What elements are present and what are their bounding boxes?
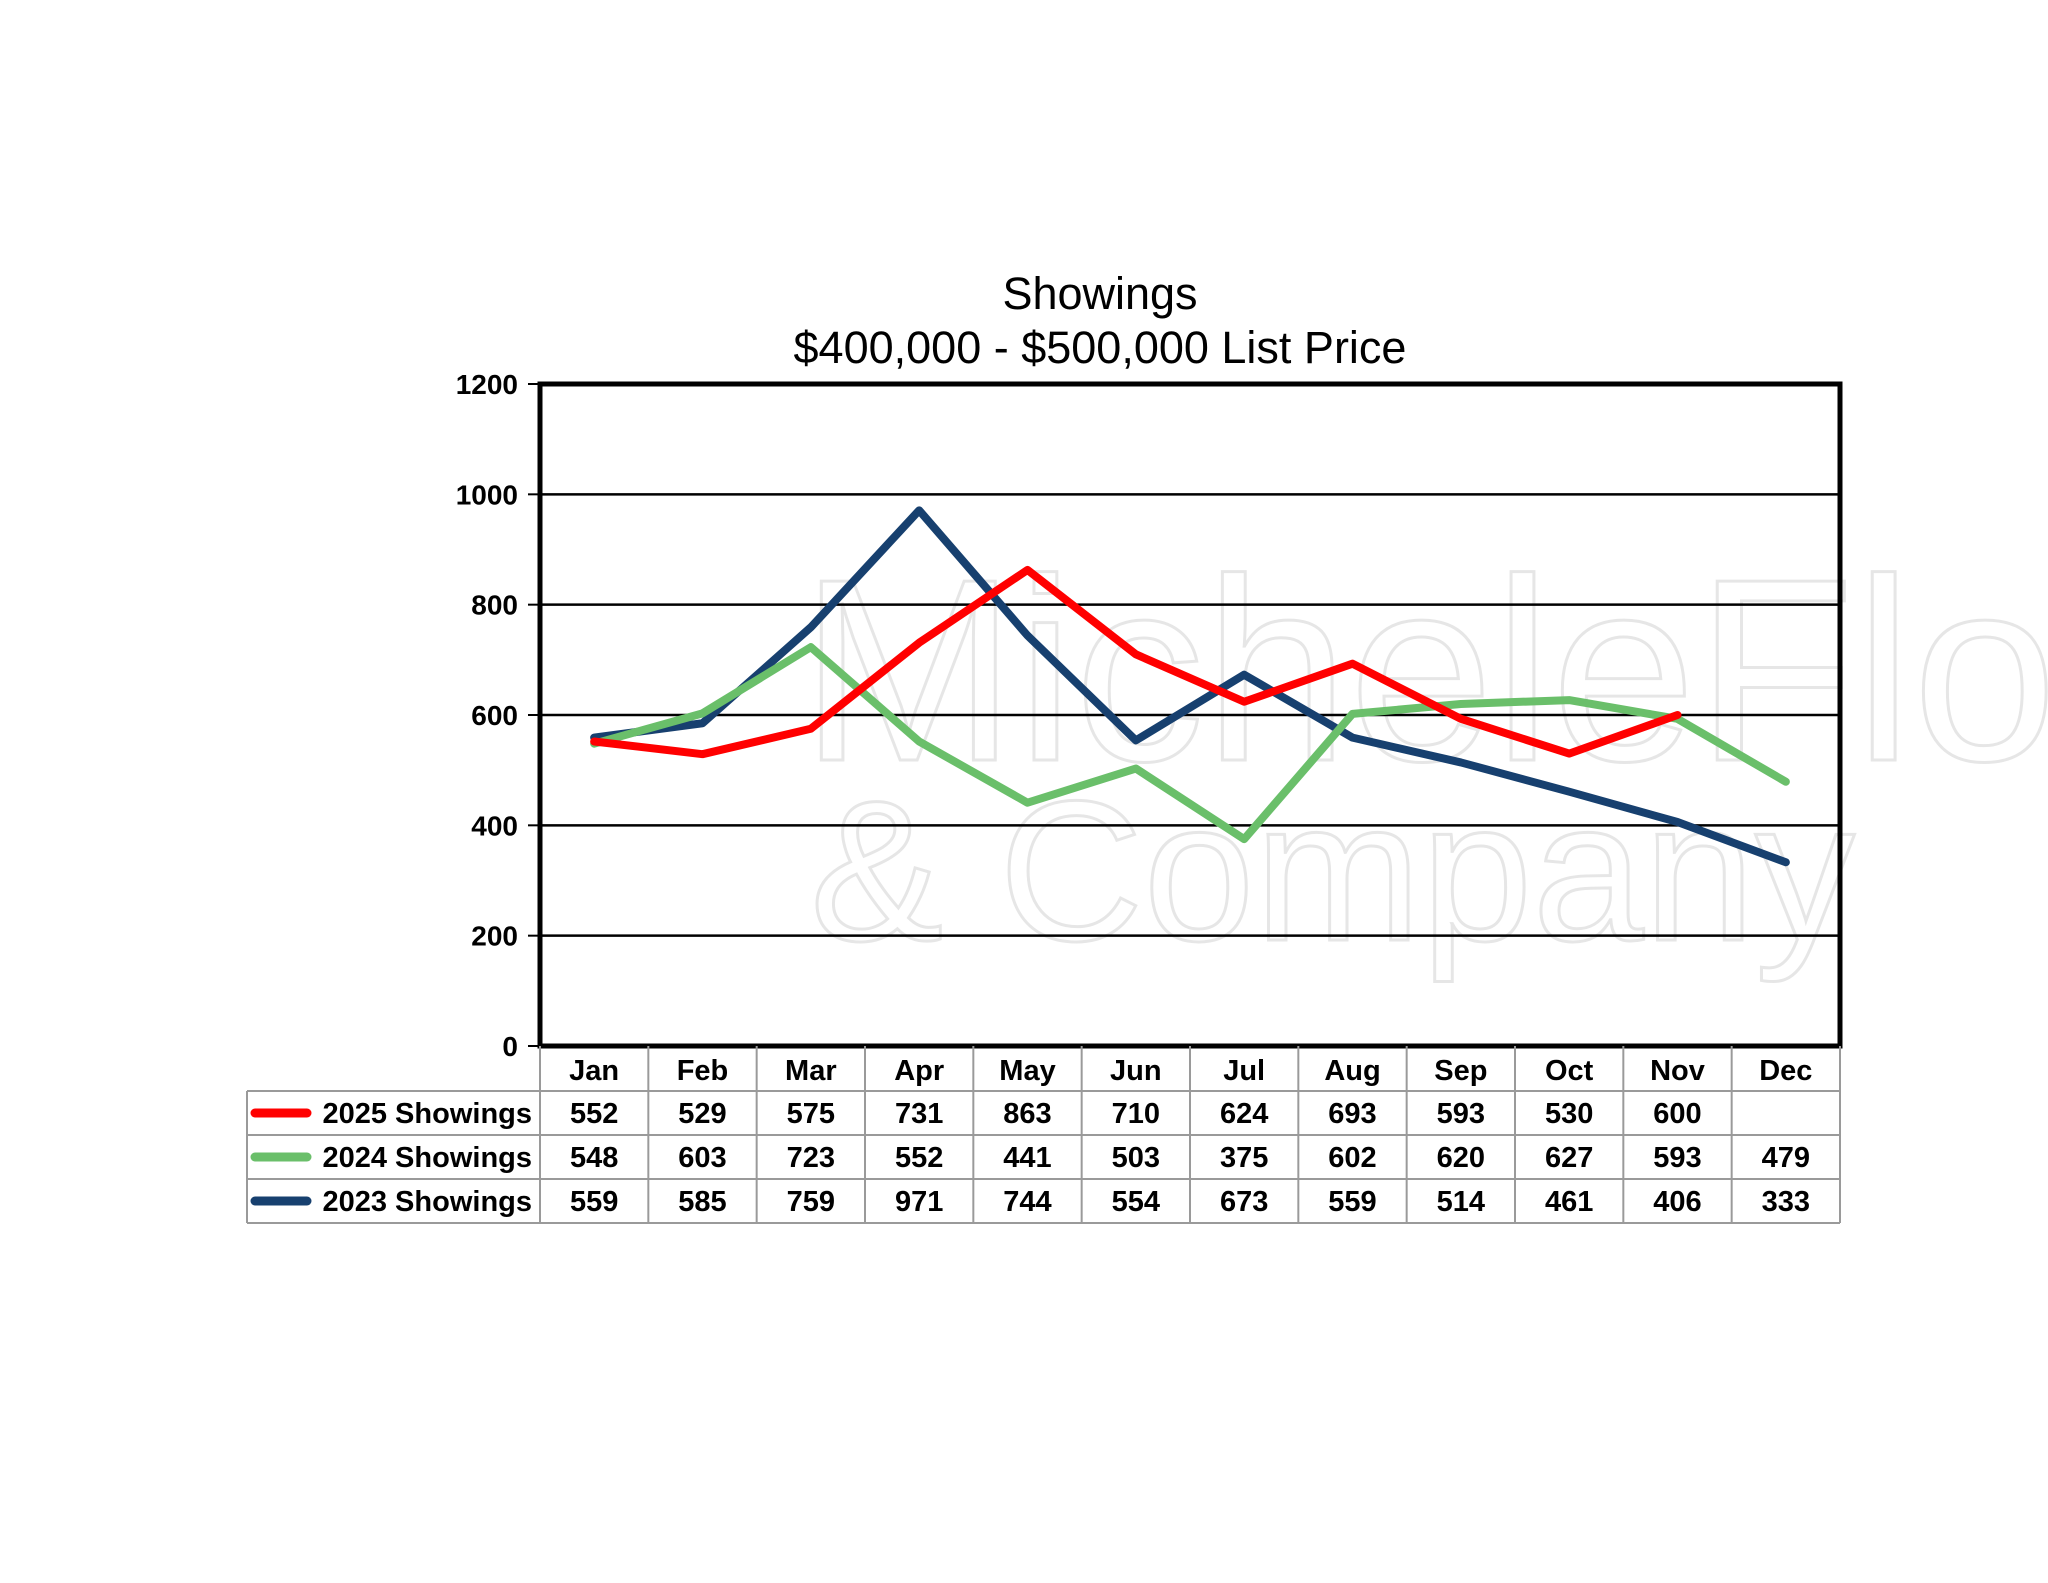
data-cell: 530 bbox=[1545, 1098, 1593, 1130]
series-name: 2025 Showings bbox=[322, 1098, 532, 1130]
category-label: May bbox=[999, 1055, 1055, 1087]
category-label: Apr bbox=[894, 1055, 944, 1087]
data-cell: 693 bbox=[1328, 1098, 1376, 1130]
data-table: Jan Feb Mar Apr May Jun Jul Aug Sep Oct Nov Dec 2025… bbox=[246, 1046, 1841, 1224]
data-cell: 479 bbox=[1762, 1142, 1810, 1174]
category-label: Jan bbox=[569, 1055, 619, 1087]
category-label: Jun bbox=[1110, 1055, 1162, 1087]
category-label: Nov bbox=[1650, 1055, 1705, 1087]
data-cell: 375 bbox=[1220, 1142, 1268, 1174]
data-cell: 673 bbox=[1220, 1186, 1268, 1218]
data-cell: 559 bbox=[570, 1186, 618, 1218]
data-cell: 585 bbox=[678, 1186, 726, 1218]
data-cell: 627 bbox=[1545, 1142, 1593, 1174]
series-name: 2024 Showings bbox=[322, 1142, 532, 1174]
data-cell: 603 bbox=[678, 1142, 726, 1174]
data-cell: 593 bbox=[1437, 1098, 1485, 1130]
watermark-line-2: & Company bbox=[810, 760, 1855, 983]
y-tick-label: 600 bbox=[471, 700, 518, 731]
gridlines bbox=[540, 493, 1840, 937]
category-label: Sep bbox=[1434, 1055, 1487, 1087]
y-tick-label: 200 bbox=[471, 921, 518, 952]
y-tick-label: 800 bbox=[471, 590, 518, 621]
series-name: 2023 Showings bbox=[322, 1186, 532, 1218]
data-cell: 548 bbox=[570, 1142, 618, 1174]
data-cell: 503 bbox=[1112, 1142, 1160, 1174]
data-cell: 552 bbox=[895, 1142, 943, 1174]
data-cell: 461 bbox=[1545, 1186, 1593, 1218]
data-cell: 554 bbox=[1112, 1186, 1160, 1218]
chart-subtitle: $400,000 - $500,000 List Price bbox=[794, 322, 1407, 373]
data-cell: 441 bbox=[1003, 1142, 1051, 1174]
category-label: Feb bbox=[677, 1055, 729, 1087]
y-tick-label: 1200 bbox=[456, 369, 518, 400]
category-label: Dec bbox=[1759, 1055, 1812, 1087]
data-cell: 602 bbox=[1328, 1142, 1376, 1174]
chart-title: Showings bbox=[1002, 268, 1197, 319]
category-label: Oct bbox=[1545, 1055, 1594, 1087]
data-cell: 552 bbox=[570, 1098, 618, 1130]
data-cell: 620 bbox=[1437, 1142, 1485, 1174]
data-cell: 863 bbox=[1003, 1098, 1051, 1130]
series-lines bbox=[590, 506, 1790, 867]
category-label: Aug bbox=[1324, 1055, 1380, 1087]
y-tick-label: 1000 bbox=[456, 479, 518, 510]
data-cell: 406 bbox=[1653, 1186, 1701, 1218]
data-cell: 333 bbox=[1762, 1186, 1810, 1218]
category-label: Mar bbox=[785, 1055, 837, 1087]
data-cell: 731 bbox=[895, 1098, 943, 1130]
series-line bbox=[590, 565, 1682, 759]
data-cell: 529 bbox=[678, 1098, 726, 1130]
data-cell: 575 bbox=[787, 1098, 835, 1130]
data-cell: 710 bbox=[1112, 1098, 1160, 1130]
y-axis-ticks: 0 200 400 600 800 1000 1200 bbox=[456, 369, 540, 1062]
series-line bbox=[590, 643, 1790, 844]
data-cell: 514 bbox=[1437, 1186, 1485, 1218]
data-cell: 593 bbox=[1653, 1142, 1701, 1174]
y-tick-label: 0 bbox=[502, 1031, 518, 1062]
series-line bbox=[590, 506, 1790, 867]
data-cell: 759 bbox=[787, 1186, 835, 1218]
data-cell: 971 bbox=[895, 1186, 943, 1218]
data-cell: 744 bbox=[1003, 1186, 1051, 1218]
data-cell: 723 bbox=[787, 1142, 835, 1174]
data-cell: 559 bbox=[1328, 1186, 1376, 1218]
y-tick-label: 400 bbox=[471, 810, 518, 841]
category-label: Jul bbox=[1223, 1055, 1265, 1087]
data-cell: 624 bbox=[1220, 1098, 1268, 1130]
data-cell: 600 bbox=[1653, 1098, 1701, 1130]
